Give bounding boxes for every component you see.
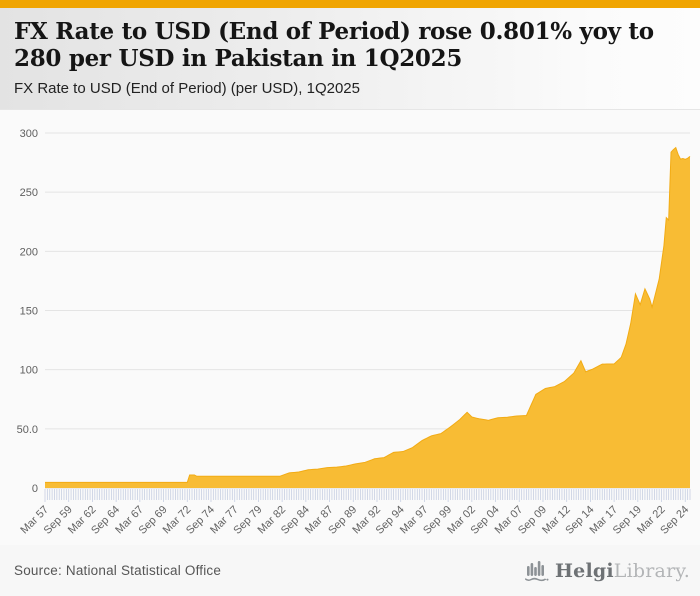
source-text: Source: National Statistical Office: [14, 563, 222, 578]
chart-header: FX Rate to USD (End of Period) rose 0.80…: [0, 8, 700, 110]
x-axis-ticks: [44, 489, 691, 502]
y-axis-labels: 0 50.0 100 150 200 250 300: [17, 128, 38, 495]
helgi-bars-icon: [525, 560, 549, 581]
footer: Source: National Statistical Office Helg…: [0, 545, 700, 596]
svg-text:50.0: 50.0: [17, 424, 38, 436]
svg-text:200: 200: [20, 246, 38, 258]
logo-text-primary: Helgi: [555, 559, 614, 582]
svg-text:150: 150: [20, 306, 38, 318]
area-series[interactable]: [45, 147, 690, 488]
chart-subtitle: FX Rate to USD (End of Period) (per USD)…: [14, 79, 360, 97]
svg-text:0: 0: [32, 483, 38, 495]
chart-panel: 0 50.0 100 150 200 250 300 Mar 57 Sep 59 Mar 62 Se…: [0, 110, 700, 545]
y-gridlines: [45, 132, 690, 489]
svg-text:250: 250: [20, 187, 38, 199]
area-series-edge: [45, 146, 691, 483]
svg-text:100: 100: [20, 365, 38, 377]
page-title: FX Rate to USD (End of Period) rose 0.80…: [14, 18, 654, 72]
accent-topbar: [0, 0, 700, 8]
logo-text-secondary: Library.: [613, 559, 690, 582]
helgi-library-logo[interactable]: HelgiLibrary.: [524, 559, 690, 583]
svg-text:300: 300: [20, 128, 38, 140]
